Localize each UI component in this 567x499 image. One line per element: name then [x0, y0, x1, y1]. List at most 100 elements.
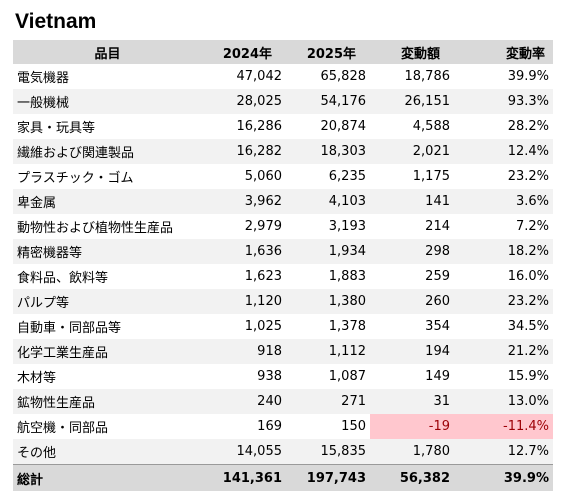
cell-2024: 1,025 [202, 314, 286, 339]
cell-item: 食料品、飲料等 [13, 264, 202, 289]
cell-rate: 7.2% [454, 214, 553, 239]
page-title: Vietnam [15, 10, 97, 33]
table-row: 自動車・同部品等 1,025 1,378 354 34.5% [13, 314, 553, 339]
cell-rate: 16.0% [454, 264, 553, 289]
header-diff[interactable]: 変動額 [370, 40, 454, 64]
cell-2024: 918 [202, 339, 286, 364]
cell-rate: -11.4% [454, 414, 553, 439]
header-2025[interactable]: 2025年 [286, 40, 370, 64]
cell-2025: 1,112 [286, 339, 370, 364]
cell-item: パルプ等 [13, 289, 202, 314]
cell-rate: 93.3% [454, 89, 553, 114]
cell-item: 一般機械 [13, 89, 202, 114]
cell-diff: 298 [370, 239, 454, 264]
cell-item: 電気機器 [13, 64, 202, 89]
cell-2025: 1,378 [286, 314, 370, 339]
cell-2025: 4,103 [286, 189, 370, 214]
cell-item: 動物性および植物性生産品 [13, 214, 202, 239]
table-row: 精密機器等 1,636 1,934 298 18.2% [13, 239, 553, 264]
table-row: その他 14,055 15,835 1,780 12.7% [13, 439, 553, 465]
table-row: 鉱物性生産品 240 271 31 13.0% [13, 389, 553, 414]
total-diff: 56,382 [370, 464, 454, 491]
cell-diff: 2,021 [370, 139, 454, 164]
table-row: パルプ等 1,120 1,380 260 23.2% [13, 289, 553, 314]
table-footer: 総計 141,361 197,743 56,382 39.9% [13, 464, 553, 491]
cell-2024: 47,042 [202, 64, 286, 89]
cell-2024: 1,636 [202, 239, 286, 264]
cell-diff: 194 [370, 339, 454, 364]
cell-item: 航空機・同部品 [13, 414, 202, 439]
cell-item: 家具・玩具等 [13, 114, 202, 139]
cell-2024: 16,286 [202, 114, 286, 139]
table-row: 化学工業生産品 918 1,112 194 21.2% [13, 339, 553, 364]
cell-item: その他 [13, 439, 202, 465]
table-body: 電気機器 47,042 65,828 18,786 39.9% 一般機械 28,025 54,… [13, 64, 553, 465]
cell-2024: 2,979 [202, 214, 286, 239]
header-2024[interactable]: 2024年 [202, 40, 286, 64]
cell-2025: 65,828 [286, 64, 370, 89]
cell-2025: 1,934 [286, 239, 370, 264]
table-row: 航空機・同部品 169 150 -19 -11.4% [13, 414, 553, 439]
table-row: 一般機械 28,025 54,176 26,151 93.3% [13, 89, 553, 114]
cell-rate: 18.2% [454, 239, 553, 264]
table-row: 家具・玩具等 16,286 20,874 4,588 28.2% [13, 114, 553, 139]
cell-diff: 1,780 [370, 439, 454, 465]
table-header: 品目 2024年 2025年 変動額 変動率 [13, 40, 553, 64]
cell-rate: 34.5% [454, 314, 553, 339]
header-row: 品目 2024年 2025年 変動額 変動率 [13, 40, 553, 64]
cell-2025: 1,087 [286, 364, 370, 389]
cell-2024: 5,060 [202, 164, 286, 189]
cell-item: 精密機器等 [13, 239, 202, 264]
trade-table: 品目 2024年 2025年 変動額 変動率 電気機器 47,042 65,828 1… [13, 40, 553, 491]
cell-2025: 20,874 [286, 114, 370, 139]
cell-diff: 260 [370, 289, 454, 314]
cell-diff: 214 [370, 214, 454, 239]
cell-2025: 54,176 [286, 89, 370, 114]
cell-2024: 28,025 [202, 89, 286, 114]
cell-item: 繊維および関連製品 [13, 139, 202, 164]
cell-rate: 23.2% [454, 289, 553, 314]
cell-diff: 141 [370, 189, 454, 214]
cell-rate: 13.0% [454, 389, 553, 414]
cell-2024: 16,282 [202, 139, 286, 164]
cell-rate: 23.2% [454, 164, 553, 189]
total-2025: 197,743 [286, 464, 370, 491]
cell-2024: 1,120 [202, 289, 286, 314]
table-row: 電気機器 47,042 65,828 18,786 39.9% [13, 64, 553, 89]
total-2024: 141,361 [202, 464, 286, 491]
table-row: 卑金属 3,962 4,103 141 3.6% [13, 189, 553, 214]
cell-item: プラスチック・ゴム [13, 164, 202, 189]
cell-rate: 28.2% [454, 114, 553, 139]
header-rate[interactable]: 変動率 [454, 40, 553, 64]
cell-2024: 240 [202, 389, 286, 414]
table-row: 木材等 938 1,087 149 15.9% [13, 364, 553, 389]
cell-diff: 31 [370, 389, 454, 414]
total-row: 総計 141,361 197,743 56,382 39.9% [13, 464, 553, 491]
cell-rate: 12.4% [454, 139, 553, 164]
cell-diff: 149 [370, 364, 454, 389]
cell-2025: 3,193 [286, 214, 370, 239]
cell-rate: 21.2% [454, 339, 553, 364]
cell-2025: 6,235 [286, 164, 370, 189]
cell-item: 自動車・同部品等 [13, 314, 202, 339]
cell-2025: 18,303 [286, 139, 370, 164]
table-row: 食料品、飲料等 1,623 1,883 259 16.0% [13, 264, 553, 289]
cell-item: 木材等 [13, 364, 202, 389]
header-item[interactable]: 品目 [13, 40, 202, 64]
cell-diff: 18,786 [370, 64, 454, 89]
cell-2025: 1,883 [286, 264, 370, 289]
cell-item: 化学工業生産品 [13, 339, 202, 364]
cell-2024: 14,055 [202, 439, 286, 465]
cell-2024: 938 [202, 364, 286, 389]
table-row: プラスチック・ゴム 5,060 6,235 1,175 23.2% [13, 164, 553, 189]
cell-rate: 39.9% [454, 64, 553, 89]
cell-2024: 169 [202, 414, 286, 439]
cell-2025: 271 [286, 389, 370, 414]
cell-diff: 4,588 [370, 114, 454, 139]
cell-2025: 150 [286, 414, 370, 439]
cell-item: 卑金属 [13, 189, 202, 214]
total-rate: 39.9% [454, 464, 553, 491]
cell-rate: 3.6% [454, 189, 553, 214]
total-label: 総計 [13, 464, 202, 491]
